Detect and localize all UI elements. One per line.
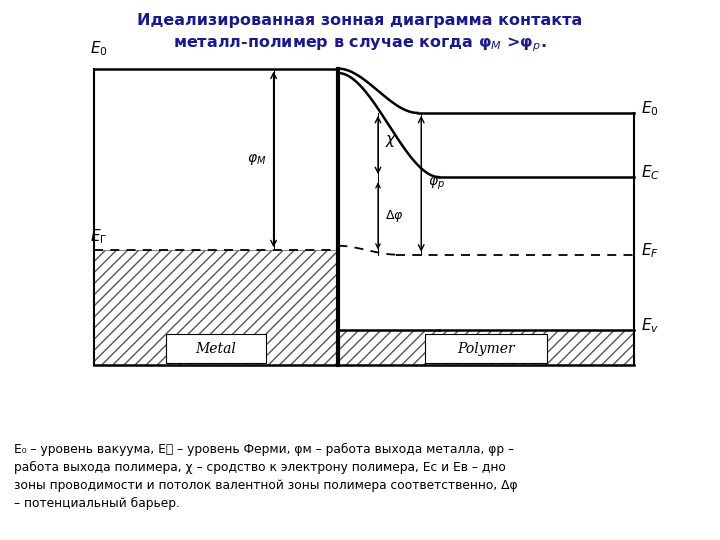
Text: металл-полимер в случае когда φ$_{М}$ >φ$_{р}$.: металл-полимер в случае когда φ$_{М}$ >φ… — [174, 35, 546, 53]
Text: $E_F$: $E_F$ — [641, 241, 659, 260]
Text: Идеализированная зонная диаграмма контакта: Идеализированная зонная диаграмма контак… — [138, 14, 582, 29]
FancyBboxPatch shape — [425, 334, 547, 363]
Text: Polymer: Polymer — [457, 342, 515, 356]
Text: $φ_M$: $φ_M$ — [247, 152, 266, 167]
Text: $Δφ$: $Δφ$ — [385, 208, 404, 224]
FancyBboxPatch shape — [166, 334, 266, 363]
Text: Metal: Metal — [196, 342, 236, 356]
Text: $E_C$: $E_C$ — [641, 163, 660, 182]
Text: $E_0$: $E_0$ — [90, 39, 108, 58]
Text: $φ_р$: $φ_р$ — [428, 176, 445, 192]
Text: $E_0$: $E_0$ — [641, 99, 659, 118]
Polygon shape — [338, 330, 634, 365]
Text: $χ$: $χ$ — [385, 133, 397, 149]
Text: E₀ – уровень вакуума, E₟ – уровень Ферми, φм – работа выхода металла, φр –
работ: E₀ – уровень вакуума, E₟ – уровень Ферми… — [14, 443, 518, 510]
Text: $E_v$: $E_v$ — [641, 316, 659, 335]
Polygon shape — [94, 250, 338, 365]
Text: $E_\Gamma$: $E_\Gamma$ — [90, 227, 107, 246]
